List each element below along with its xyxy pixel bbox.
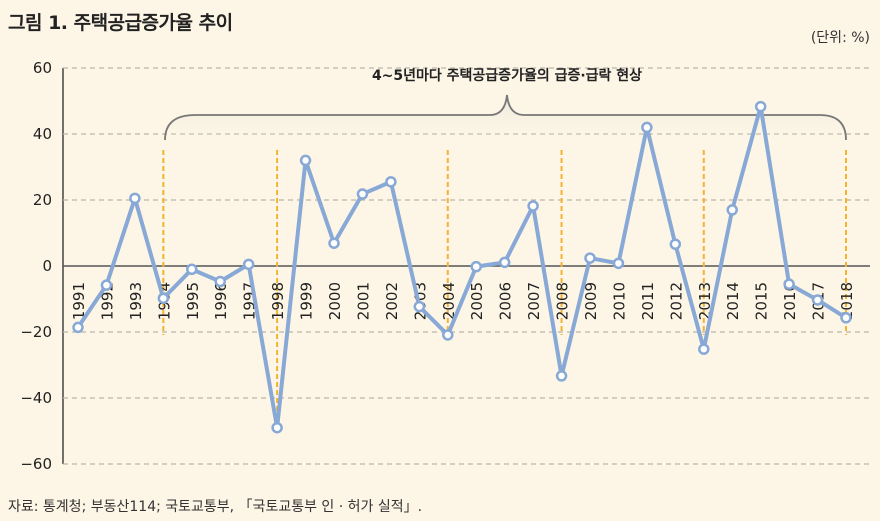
data-point-2001 bbox=[356, 188, 369, 200]
data-point-2012 bbox=[669, 238, 682, 250]
x-tick-label: 2013 bbox=[696, 282, 714, 320]
brace-shade bbox=[165, 95, 846, 140]
x-tick-label: 1995 bbox=[184, 282, 202, 320]
x-tick-label: 2002 bbox=[383, 282, 401, 320]
figure-title: 그림 1. 주택공급증가율 추이 bbox=[8, 12, 233, 34]
annotation-text: 4~5년마다 주택공급증가율의 급증·급락 현상 bbox=[372, 67, 642, 84]
x-tick-label: 2018 bbox=[838, 282, 856, 320]
data-point-2000 bbox=[328, 237, 340, 249]
data-point-1996 bbox=[214, 275, 226, 288]
data-point-1993 bbox=[129, 192, 141, 205]
y-tick-label: 40 bbox=[33, 125, 52, 143]
data-point-2002 bbox=[385, 176, 397, 188]
data-point-1999 bbox=[299, 154, 312, 167]
series-line bbox=[76, 104, 848, 430]
x-tick-label: 2012 bbox=[667, 282, 685, 320]
data-point-2006 bbox=[498, 256, 511, 269]
data-point-2017 bbox=[811, 294, 824, 306]
data-point-1991 bbox=[72, 321, 84, 334]
data-point-2005 bbox=[470, 260, 482, 273]
y-tick-label: −40 bbox=[20, 389, 52, 407]
x-tick-label: 2005 bbox=[468, 282, 486, 320]
x-tick-label: 2008 bbox=[554, 282, 572, 320]
x-tick-label: 2010 bbox=[610, 282, 628, 320]
x-tick-label: 2000 bbox=[326, 282, 344, 320]
data-point-2018 bbox=[840, 312, 852, 324]
x-tick-label: 2011 bbox=[639, 282, 657, 320]
data-point-2010 bbox=[612, 257, 625, 270]
unit-label: (단위: %) bbox=[810, 30, 870, 46]
data-point-1998 bbox=[271, 421, 283, 434]
data-point-2003 bbox=[413, 300, 426, 313]
x-tick-label: 1999 bbox=[298, 282, 316, 320]
y-tick-label: 20 bbox=[33, 191, 52, 209]
data-point-2011 bbox=[641, 121, 653, 134]
data-point-2013 bbox=[698, 343, 710, 355]
data-point-2009 bbox=[584, 252, 596, 264]
y-tick-label: −60 bbox=[20, 455, 52, 473]
x-tick-label: 2006 bbox=[497, 282, 515, 320]
x-tick-label: 2014 bbox=[724, 282, 742, 320]
data-point-1992 bbox=[100, 279, 113, 291]
x-tick-label: 2007 bbox=[525, 282, 543, 320]
source-note: 자료: 통계청; 부동산114; 국토교통부, 「국토교통부 인 · 허가 실적… bbox=[8, 499, 423, 515]
x-tick-label: 2001 bbox=[354, 282, 372, 320]
data-point-2014 bbox=[726, 204, 738, 216]
data-point-1994 bbox=[157, 292, 170, 305]
x-tick-label: 2016 bbox=[781, 282, 799, 320]
x-tick-label: 1998 bbox=[269, 282, 287, 320]
data-point-1995 bbox=[186, 263, 198, 276]
x-tick-label: 1993 bbox=[127, 282, 145, 320]
x-tick-label: 2004 bbox=[440, 282, 458, 320]
data-point-2007 bbox=[527, 200, 539, 212]
data-point-2004 bbox=[442, 329, 454, 341]
data-point-2016 bbox=[783, 278, 795, 290]
x-tick-label: 2015 bbox=[753, 282, 771, 320]
y-tick-label: 60 bbox=[33, 59, 52, 77]
curly-brace bbox=[164, 94, 847, 141]
y-tick-label: −20 bbox=[20, 323, 52, 341]
y-tick-label: 0 bbox=[42, 257, 52, 275]
data-point-2015 bbox=[754, 100, 767, 113]
x-tick-label: 2009 bbox=[582, 282, 600, 320]
x-tick-label: 1996 bbox=[212, 282, 230, 320]
x-tick-label: 1991 bbox=[70, 282, 88, 320]
data-point-1997 bbox=[242, 258, 255, 271]
data-point-2008 bbox=[555, 370, 568, 382]
